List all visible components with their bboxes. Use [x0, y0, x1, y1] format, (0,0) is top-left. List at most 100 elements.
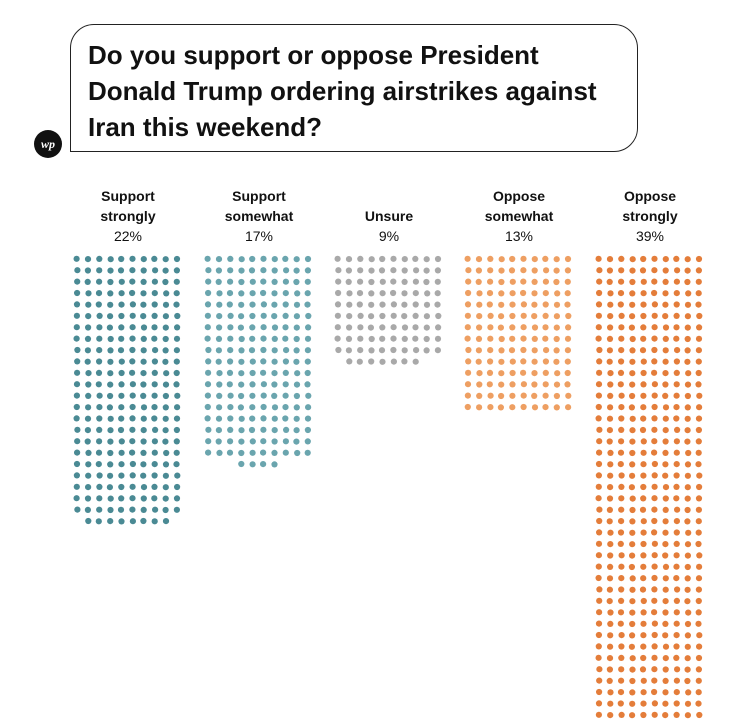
dot-support-somewhat — [293, 358, 300, 365]
dot-support-somewhat — [282, 449, 289, 456]
dot-support-somewhat — [249, 392, 256, 399]
dot-oppose-somewhat — [498, 392, 505, 400]
dot-support-strongly — [174, 472, 181, 479]
dot-oppose-strongly — [674, 586, 681, 593]
dot-support-strongly — [162, 278, 169, 286]
dot-support-somewhat — [282, 290, 289, 297]
dot-support-somewhat — [205, 267, 212, 274]
dot-oppose-strongly — [618, 324, 625, 331]
dot-unsure — [390, 267, 397, 274]
dot-oppose-strongly — [618, 711, 625, 719]
dot-oppose-strongly — [629, 529, 636, 536]
dot-oppose-strongly — [595, 643, 602, 650]
dot-oppose-strongly — [607, 472, 614, 479]
dot-oppose-strongly — [596, 369, 603, 376]
dot-oppose-strongly — [651, 381, 659, 388]
dot-support-somewhat — [293, 404, 300, 411]
dot-support-somewhat — [216, 449, 223, 456]
dot-oppose-somewhat — [531, 358, 538, 365]
dot-support-somewhat — [260, 461, 267, 468]
dot-support-strongly — [85, 404, 92, 411]
dot-unsure — [368, 278, 375, 286]
dot-oppose-strongly — [618, 404, 625, 411]
dot-oppose-strongly — [596, 438, 603, 445]
dot-oppose-strongly — [606, 427, 614, 434]
dot-support-strongly — [140, 517, 147, 525]
dot-support-strongly — [107, 278, 114, 286]
dot-support-somewhat — [271, 301, 278, 308]
dot-support-somewhat — [205, 369, 212, 376]
dot-support-strongly — [140, 392, 147, 399]
dot-oppose-somewhat — [487, 404, 494, 411]
dot-oppose-strongly — [651, 289, 658, 297]
dot-support-somewhat — [204, 392, 211, 399]
category-label-support-strongly: Support strongly 22% — [63, 186, 193, 246]
dot-oppose-strongly — [696, 483, 703, 491]
dot-oppose-somewhat — [464, 335, 471, 342]
dot-support-somewhat — [226, 381, 233, 388]
dot-oppose-strongly — [684, 278, 691, 286]
dot-oppose-strongly — [639, 586, 647, 593]
dot-support-somewhat — [205, 278, 212, 285]
dot-unsure — [335, 267, 342, 274]
dot-oppose-strongly — [640, 438, 647, 445]
dot-support-strongly — [129, 426, 136, 433]
dot-oppose-somewhat — [509, 392, 516, 399]
dot-oppose-strongly — [606, 506, 614, 513]
dot-oppose-strongly — [673, 461, 680, 468]
dot-support-somewhat — [227, 267, 234, 274]
dot-unsure — [424, 290, 431, 297]
dot-unsure — [401, 313, 408, 320]
dot-support-strongly — [85, 290, 92, 297]
dot-oppose-strongly — [640, 552, 647, 559]
dot-support-strongly — [129, 506, 136, 513]
dot-oppose-strongly — [673, 369, 680, 376]
category-label-support-somewhat: Support somewhat 17% — [194, 186, 324, 246]
dot-oppose-strongly — [629, 438, 636, 445]
dot-unsure — [401, 301, 408, 308]
dot-support-strongly — [174, 483, 181, 491]
dot-support-strongly — [107, 518, 114, 525]
dot-oppose-strongly — [674, 506, 681, 513]
dot-support-somewhat — [204, 255, 211, 262]
dot-support-somewhat — [282, 438, 289, 445]
dot-oppose-somewhat — [520, 358, 527, 365]
dot-oppose-strongly — [629, 415, 636, 422]
dot-oppose-strongly — [695, 426, 703, 434]
dot-support-somewhat — [237, 324, 244, 331]
dot-oppose-strongly — [629, 381, 636, 388]
dot-oppose-strongly — [685, 449, 692, 457]
dot-oppose-strongly — [673, 312, 680, 319]
dot-oppose-strongly — [651, 392, 658, 399]
dot-support-somewhat — [271, 267, 278, 274]
dot-oppose-strongly — [618, 312, 625, 319]
dot-oppose-strongly — [685, 290, 692, 297]
dot-oppose-strongly — [606, 438, 613, 445]
dot-support-somewhat — [260, 415, 267, 422]
dot-oppose-somewhat — [487, 278, 494, 285]
dot-oppose-somewhat — [464, 312, 471, 319]
dot-unsure — [334, 335, 341, 342]
dot-oppose-strongly — [673, 483, 680, 490]
dot-oppose-strongly — [607, 563, 614, 571]
dot-oppose-strongly — [673, 381, 680, 388]
dot-support-strongly — [118, 438, 125, 445]
dot-oppose-strongly — [651, 654, 658, 661]
dot-support-somewhat — [271, 278, 278, 285]
dot-oppose-strongly — [607, 324, 614, 331]
dot-oppose-strongly — [673, 529, 680, 536]
dot-oppose-strongly — [695, 301, 702, 308]
dot-oppose-strongly — [629, 541, 636, 548]
dot-support-strongly — [129, 255, 136, 262]
dot-oppose-strongly — [629, 655, 636, 662]
dot-support-strongly — [85, 484, 92, 491]
dot-support-strongly — [96, 438, 103, 445]
dot-oppose-somewhat — [509, 278, 516, 285]
dot-oppose-somewhat — [542, 381, 549, 388]
dot-support-strongly — [173, 381, 180, 388]
dot-oppose-somewhat — [564, 369, 571, 377]
title-box: Do you support or oppose President Donal… — [70, 24, 638, 152]
dot-support-strongly — [95, 301, 102, 308]
dot-oppose-strongly — [651, 403, 658, 411]
dot-oppose-strongly — [673, 392, 680, 399]
